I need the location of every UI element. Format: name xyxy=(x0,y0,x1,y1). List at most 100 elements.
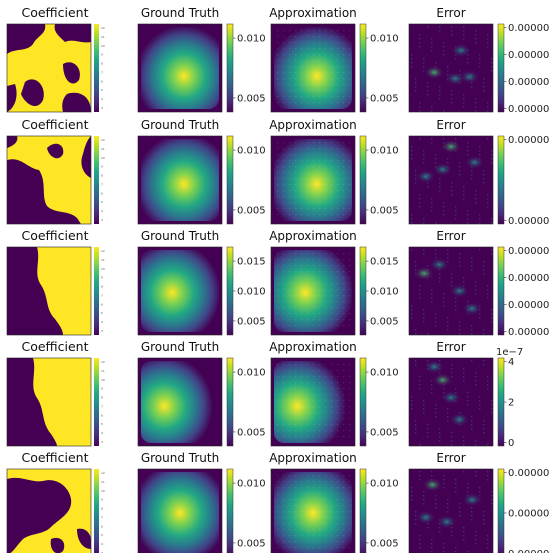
colorbar-tick-label: 0.010 xyxy=(237,146,266,157)
coefficient-colorbar-tick: 3 xyxy=(101,551,103,553)
error-colorbar-tick-label: 0.00000 xyxy=(508,104,549,115)
coefficient-colorbar-tick: 11 xyxy=(101,147,105,151)
error-colorbar-tick-label: 0.00000 xyxy=(508,273,549,284)
approximation-title: Approximation xyxy=(269,340,357,354)
coefficient-colorbar-tick: 8 xyxy=(101,62,103,66)
coefficient-map xyxy=(6,23,92,113)
approximation-field xyxy=(270,357,356,447)
colorbar xyxy=(227,136,233,224)
coefficient-map xyxy=(6,357,92,447)
colorbar xyxy=(227,247,233,335)
coefficient-colorbar-tick: 10 xyxy=(101,378,105,382)
ground-truth-field xyxy=(137,468,223,553)
ground-truth-title: Ground Truth xyxy=(141,451,219,465)
colorbar xyxy=(360,469,366,553)
coefficient-colorbar-tick: 6 xyxy=(101,79,103,83)
ground-truth-field xyxy=(137,246,223,336)
coefficient-map xyxy=(6,246,92,336)
coefficient-colorbar xyxy=(94,24,99,112)
coefficient-colorbar-tick: 3 xyxy=(101,106,103,110)
error-colorbar-tick-label: 0.00000 xyxy=(508,246,549,257)
ground-truth-title: Ground Truth xyxy=(141,340,219,354)
error-colorbar-tick-label: 2 xyxy=(508,398,514,409)
approximation-field xyxy=(270,468,356,553)
ground-truth-field xyxy=(137,135,223,225)
coefficient-colorbar-tick: 3 xyxy=(101,440,103,444)
coefficient-colorbar-tick: 8 xyxy=(101,507,103,511)
coefficient-colorbar-tick: 10 xyxy=(101,156,105,160)
coefficient-title: Coefficient xyxy=(21,117,88,132)
coefficient-colorbar xyxy=(94,358,99,446)
colorbar-tick-label: 0.005 xyxy=(370,538,399,549)
coefficient-colorbar-tick: 6 xyxy=(101,413,103,417)
coefficient-colorbar-tick: 4 xyxy=(101,542,103,546)
error-map xyxy=(408,357,494,447)
colorbar-tick-label: 0.005 xyxy=(370,427,399,438)
figure-row: Coefficient 12 11 10 9 8 7 6 5 4 3 Ground Truth 0.01… xyxy=(6,117,549,227)
coefficient-colorbar-tick: 11 xyxy=(101,369,105,373)
coefficient-colorbar xyxy=(94,469,99,553)
colorbar-tick-label: 0.005 xyxy=(237,205,266,216)
approximation-field xyxy=(270,135,356,225)
coefficient-title: Coefficient xyxy=(21,228,88,243)
error-colorbar-tick-label: 0.00000 xyxy=(508,216,549,227)
error-map xyxy=(408,135,494,225)
error-colorbar xyxy=(498,136,504,224)
approximation-title: Approximation xyxy=(269,6,357,20)
error-colorbar-tick-label: 0.00000 xyxy=(508,50,549,61)
error-colorbar-tick-label: 0.00000 xyxy=(508,135,549,146)
coefficient-colorbar-tick: 10 xyxy=(101,489,105,493)
coefficient-colorbar-tick: 9 xyxy=(101,165,103,169)
approximation-field xyxy=(270,246,356,336)
colorbar-tick-label: 0.010 xyxy=(237,287,266,298)
coefficient-colorbar-tick: 5 xyxy=(101,311,103,315)
colorbar-tick-label: 0.005 xyxy=(370,205,399,216)
colorbar-tick-label: 0.005 xyxy=(237,316,266,327)
approximation-title: Approximation xyxy=(269,118,357,132)
coefficient-colorbar-tick: 8 xyxy=(101,174,103,178)
colorbar-tick-label: 0.010 xyxy=(370,146,399,157)
colorbar xyxy=(227,24,233,112)
coefficient-colorbar-tick: 9 xyxy=(101,387,103,391)
error-title: Error xyxy=(436,118,465,132)
coefficient-colorbar-tick: 3 xyxy=(101,329,103,333)
coefficient-colorbar-tick: 4 xyxy=(101,209,103,213)
coefficient-colorbar-tick: 5 xyxy=(101,200,103,204)
ground-truth-title: Ground Truth xyxy=(141,118,219,132)
error-colorbar xyxy=(498,358,504,446)
coefficient-title: Coefficient xyxy=(21,339,88,354)
coefficient-colorbar-tick: 5 xyxy=(101,422,103,426)
error-colorbar xyxy=(498,24,504,112)
error-colorbar-tick-label: 4 xyxy=(508,357,514,368)
coefficient-colorbar-tick: 11 xyxy=(101,258,105,262)
error-title: Error xyxy=(436,6,465,20)
error-colorbar xyxy=(498,469,504,553)
error-colorbar-tick-label: 0.00000 xyxy=(508,509,549,520)
colorbar-tick-label: 0.010 xyxy=(370,368,399,379)
coefficient-colorbar-tick: 6 xyxy=(101,302,103,306)
figure-row: Coefficient 12 11 10 9 8 7 6 5 4 3 Ground Truth 0.01… xyxy=(6,450,549,553)
colorbar-tick-label: 0.005 xyxy=(370,316,399,327)
coefficient-map xyxy=(6,468,92,553)
colorbar-tick-label: 0.005 xyxy=(237,427,266,438)
colorbar xyxy=(360,358,366,446)
coefficient-colorbar xyxy=(94,247,99,335)
colorbar-tick-label: 0.015 xyxy=(237,257,266,268)
coefficient-title: Coefficient xyxy=(21,450,88,465)
ground-truth-field xyxy=(137,23,223,113)
coefficient-colorbar-tick: 7 xyxy=(101,404,103,408)
coefficient-colorbar-tick: 7 xyxy=(101,182,103,186)
approximation-field xyxy=(270,23,356,113)
coefficient-colorbar-tick: 10 xyxy=(101,44,105,48)
ground-truth-title: Ground Truth xyxy=(141,6,219,20)
coefficient-colorbar-tick: 5 xyxy=(101,88,103,92)
colorbar-tick-label: 0.010 xyxy=(370,34,399,45)
error-colorbar-tick-label: 0 xyxy=(508,438,514,449)
coefficient-title: Coefficient xyxy=(21,5,88,20)
colorbar-tick-label: 0.005 xyxy=(237,93,266,104)
colorbar-tick-label: 0.005 xyxy=(370,93,399,104)
coefficient-colorbar-tick: 12 xyxy=(101,360,105,364)
error-map xyxy=(408,246,494,336)
colorbar xyxy=(227,358,233,446)
